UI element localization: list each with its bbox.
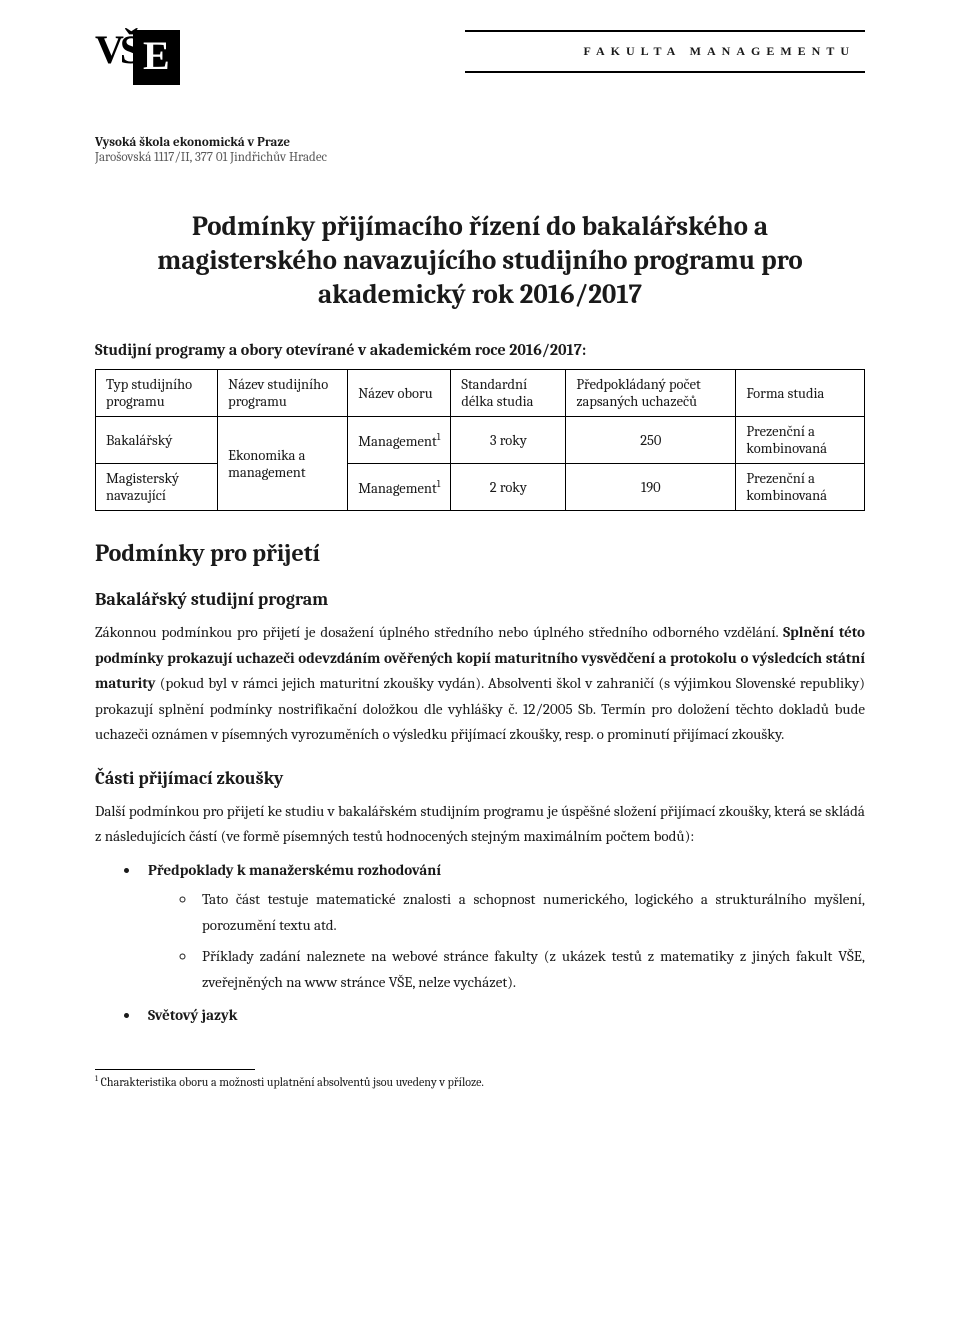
col-header: Standardní délka studia [451, 370, 566, 417]
cell: Management1 [348, 417, 451, 464]
col-header: Forma studia [736, 370, 865, 417]
institution-address: Jarošovská 1117/II, 377 01 Jindřichův Hr… [95, 150, 865, 165]
col-header: Název studijního programu [218, 370, 348, 417]
cell: Management1 [348, 464, 451, 511]
list-item-label: Předpoklady k manažerskému rozhodování [148, 861, 441, 879]
bachelor-paragraph: Zákonnou podmínkou pro přijetí je dosaže… [95, 620, 865, 748]
list-item: Předpoklady k manažerskému rozhodování T… [140, 858, 865, 996]
cell: 2 roky [451, 464, 566, 511]
col-header: Předpokládaný počet zapsaných uchazečů [566, 370, 736, 417]
page: VŠ E FAKULTA MANAGEMENTU Vysoká škola ek… [0, 0, 960, 1129]
table-row: Magisterský navazující Management1 2 rok… [96, 464, 865, 511]
footnote-separator [95, 1069, 255, 1070]
bachelor-heading: Bakalářský studijní program [95, 589, 865, 610]
exam-parts-heading: Části přijímací zkoušky [95, 768, 865, 789]
sublist-item: Příklady zadání naleznete na webové strá… [196, 944, 865, 995]
col-header: Typ studijního programu [96, 370, 218, 417]
faculty-label: FAKULTA MANAGEMENTU [465, 30, 865, 73]
document-title: Podmínky přijímacího řízení do bakalářsk… [125, 210, 835, 311]
cell: Bakalářský [96, 417, 218, 464]
vse-logo: VŠ E [95, 30, 180, 85]
list-item: Světový jazyk [140, 1003, 865, 1029]
header-row: VŠ E FAKULTA MANAGEMENTU [95, 30, 865, 85]
table-header-row: Typ studijního programu Název studijního… [96, 370, 865, 417]
programs-table: Typ studijního programu Název studijního… [95, 369, 865, 511]
section-conditions-heading: Podmínky pro přijetí [95, 539, 865, 567]
institution-name: Vysoká škola ekonomická v Praze [95, 135, 865, 150]
cell: 250 [566, 417, 736, 464]
cell: Prezenční a kombinovaná [736, 417, 865, 464]
col-header: Název oboru [348, 370, 451, 417]
intro-subhead: Studijní programy a obory otevírané v ak… [95, 341, 865, 359]
cell: 3 roky [451, 417, 566, 464]
exam-parts-list: Předpoklady k manažerskému rozhodování T… [95, 858, 865, 1029]
exam-parts-intro: Další podmínkou pro přijetí ke studiu v … [95, 799, 865, 850]
cell: 190 [566, 464, 736, 511]
table-row: Bakalářský Ekonomika a management Manage… [96, 417, 865, 464]
footnote: 1 Charakteristika oboru a možnosti uplat… [95, 1074, 865, 1089]
cell: Prezenční a kombinovaná [736, 464, 865, 511]
institution-block: Vysoká škola ekonomická v Praze Jarošovs… [95, 135, 865, 165]
cell-merged: Ekonomika a management [218, 417, 348, 511]
list-item-label: Světový jazyk [148, 1006, 237, 1024]
sublist-item: Tato část testuje matematické znalosti a… [196, 887, 865, 938]
sublist: Tato část testuje matematické znalosti a… [148, 887, 865, 995]
cell: Magisterský navazující [96, 464, 218, 511]
